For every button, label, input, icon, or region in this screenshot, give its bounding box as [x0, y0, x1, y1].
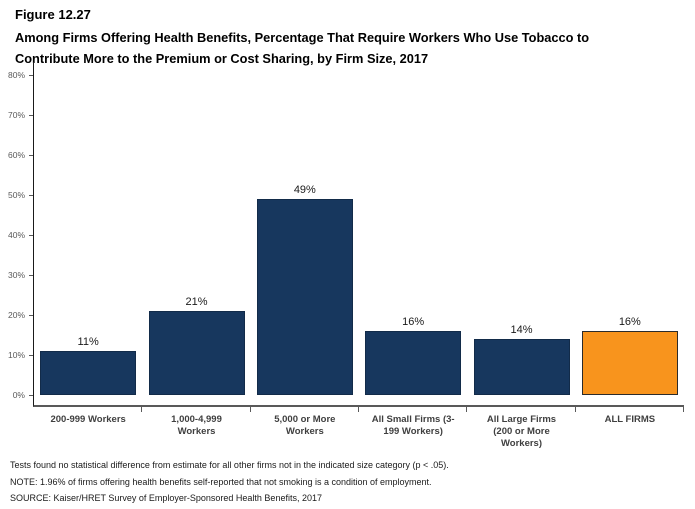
y-tick-label: 60%	[7, 150, 25, 160]
bar	[256, 199, 353, 395]
y-tick-label: 50%	[7, 190, 25, 200]
x-tick-label: All Small Firms (3-199 Workers)	[371, 414, 455, 437]
bar-value-label: 11%	[77, 336, 99, 348]
bar-value-label: 21%	[185, 296, 208, 308]
y-tick-mark	[29, 315, 33, 316]
x-tick-mark	[358, 407, 359, 412]
y-tick-label: 40%	[7, 230, 25, 240]
x-tick-label: 1,000-4,999 Workers	[171, 414, 222, 437]
x-tick-mark	[683, 407, 684, 412]
x-tick-label: All Large Firms (200 or More Workers)	[486, 414, 557, 449]
note-source: SOURCE: Kaiser/HRET Survey of Employer-S…	[10, 493, 322, 503]
bar-value-label: 49%	[293, 184, 316, 196]
y-tick-label: 80%	[7, 70, 25, 80]
figure-label: Figure 12.27	[15, 7, 91, 22]
y-tick-mark	[29, 275, 33, 276]
figure-notes: Tests found no statistical difference fr…	[10, 457, 687, 507]
y-tick-mark	[29, 75, 33, 76]
y-tick-label: 70%	[7, 110, 25, 120]
y-tick-mark	[29, 115, 33, 116]
x-tick-label: 200-999 Workers	[50, 414, 126, 425]
y-tick-mark	[29, 395, 33, 396]
figure-title-line-1: Among Firms Offering Health Benefits, Pe…	[15, 30, 590, 45]
y-tick-mark	[29, 355, 33, 356]
figure-title-line-2: Contribute More to the Premium or Cost S…	[15, 51, 429, 66]
x-tick-mark	[141, 407, 143, 412]
x-tick-label: 5,000 or More Workers	[274, 414, 336, 437]
bar	[473, 339, 570, 395]
bar-value-label: 16%	[618, 316, 641, 328]
bar	[40, 351, 137, 395]
bar-value-label: 16%	[402, 316, 425, 328]
y-tick-label: 20%	[7, 310, 25, 320]
figure-header: Figure 12.27 Among Firms Offering Health…	[15, 7, 589, 69]
y-tick-mark	[29, 155, 33, 156]
y-tick-label: 10%	[7, 350, 25, 360]
note-general: NOTE: 1.96% of firms offering health ben…	[10, 476, 432, 487]
bar	[148, 311, 245, 395]
x-tick-mark	[466, 407, 468, 412]
note-significance: Tests found no statistical difference fr…	[10, 460, 449, 470]
y-tick-mark	[29, 195, 33, 196]
y-tick-mark	[29, 235, 33, 236]
y-tick-label: 0%	[12, 390, 25, 400]
x-tick-mark	[249, 407, 251, 412]
bar	[365, 331, 462, 395]
x-tick-label: ALL FIRMS	[604, 414, 656, 425]
bar	[581, 331, 678, 395]
bar-value-label: 14%	[510, 324, 533, 336]
y-tick-label: 30%	[7, 270, 25, 280]
plot-area: 0% 10% 20% 30% 40% 50% 60% 70% 80% 11% 200-999 Wor…	[8, 62, 684, 449]
x-tick-mark	[574, 407, 576, 412]
